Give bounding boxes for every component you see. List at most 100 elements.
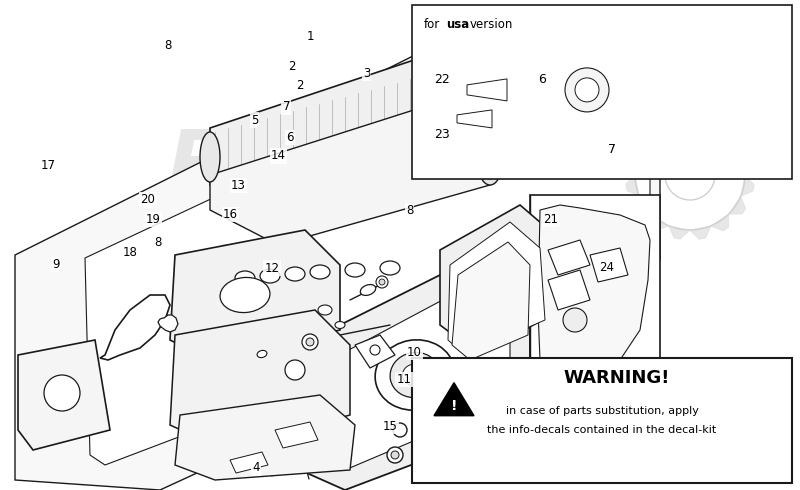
Ellipse shape xyxy=(476,96,504,148)
Text: 19: 19 xyxy=(146,213,161,226)
Polygon shape xyxy=(651,214,669,231)
Circle shape xyxy=(575,78,599,102)
Polygon shape xyxy=(170,310,350,450)
Text: 24: 24 xyxy=(599,261,614,273)
Circle shape xyxy=(302,334,318,350)
Text: the info-decals contained in the decal-kit: the info-decals contained in the decal-k… xyxy=(487,425,717,435)
Circle shape xyxy=(391,451,399,459)
Text: 18: 18 xyxy=(123,246,138,259)
Ellipse shape xyxy=(481,103,499,141)
Text: 5: 5 xyxy=(250,114,258,126)
Ellipse shape xyxy=(285,267,305,281)
Text: 13: 13 xyxy=(231,179,246,192)
Text: 8: 8 xyxy=(406,204,414,217)
Circle shape xyxy=(376,276,388,288)
Text: 20: 20 xyxy=(141,194,155,206)
Circle shape xyxy=(285,360,305,380)
Polygon shape xyxy=(690,226,711,239)
Polygon shape xyxy=(711,120,729,136)
Polygon shape xyxy=(300,250,530,490)
Polygon shape xyxy=(626,174,639,196)
Text: 8: 8 xyxy=(154,236,162,249)
Polygon shape xyxy=(175,395,355,480)
Text: 23: 23 xyxy=(434,128,450,142)
Text: WARNING!: WARNING! xyxy=(564,368,670,387)
Polygon shape xyxy=(355,335,395,368)
Text: 12: 12 xyxy=(265,262,279,274)
Ellipse shape xyxy=(310,265,330,279)
Ellipse shape xyxy=(402,364,427,386)
Ellipse shape xyxy=(375,340,455,410)
Circle shape xyxy=(455,435,465,445)
Circle shape xyxy=(306,338,314,346)
Text: 1: 1 xyxy=(306,30,314,43)
Circle shape xyxy=(393,423,407,437)
Polygon shape xyxy=(467,79,507,101)
Polygon shape xyxy=(318,280,510,470)
Text: PARTS
DATA
TEK: PARTS DATA TEK xyxy=(167,126,453,384)
Circle shape xyxy=(379,279,385,285)
Polygon shape xyxy=(448,222,545,355)
Text: 11: 11 xyxy=(397,373,411,386)
Text: version: version xyxy=(470,19,514,31)
Polygon shape xyxy=(690,111,711,124)
Polygon shape xyxy=(158,315,178,332)
Text: 2: 2 xyxy=(288,60,296,73)
Circle shape xyxy=(563,308,587,332)
Text: 8: 8 xyxy=(164,39,172,52)
Text: 7: 7 xyxy=(282,100,290,113)
Polygon shape xyxy=(275,422,318,448)
Text: 22: 22 xyxy=(434,74,450,86)
Polygon shape xyxy=(710,214,729,231)
Polygon shape xyxy=(210,108,490,245)
Text: 17: 17 xyxy=(41,159,55,172)
Polygon shape xyxy=(651,119,670,136)
Polygon shape xyxy=(457,110,492,128)
Text: for: for xyxy=(424,19,440,31)
Text: 6: 6 xyxy=(538,74,546,86)
Polygon shape xyxy=(548,240,590,275)
Polygon shape xyxy=(729,136,746,154)
Polygon shape xyxy=(100,295,170,360)
Text: 15: 15 xyxy=(383,420,398,433)
Polygon shape xyxy=(634,136,651,154)
Polygon shape xyxy=(230,452,268,473)
Polygon shape xyxy=(669,226,690,239)
Ellipse shape xyxy=(257,350,267,358)
Polygon shape xyxy=(669,111,690,124)
Ellipse shape xyxy=(260,269,280,283)
Text: usa: usa xyxy=(446,19,470,31)
Text: 3: 3 xyxy=(362,67,370,80)
Polygon shape xyxy=(590,248,628,282)
Polygon shape xyxy=(729,196,746,214)
Circle shape xyxy=(565,68,609,112)
Polygon shape xyxy=(741,175,754,196)
Text: 16: 16 xyxy=(223,208,238,221)
Polygon shape xyxy=(548,270,590,310)
Circle shape xyxy=(424,449,436,461)
Polygon shape xyxy=(170,230,340,360)
Polygon shape xyxy=(634,196,651,214)
Polygon shape xyxy=(626,153,639,175)
Ellipse shape xyxy=(483,155,497,179)
Ellipse shape xyxy=(380,261,400,275)
Text: 2: 2 xyxy=(296,79,304,92)
Text: 21: 21 xyxy=(543,213,558,226)
Text: 6: 6 xyxy=(286,131,294,144)
Circle shape xyxy=(387,447,403,463)
Polygon shape xyxy=(15,10,660,490)
Text: 9: 9 xyxy=(52,258,60,271)
Polygon shape xyxy=(434,383,474,416)
Ellipse shape xyxy=(318,305,332,315)
Text: in case of parts substitution, apply: in case of parts substitution, apply xyxy=(506,406,698,416)
Text: 7: 7 xyxy=(608,144,616,156)
Text: 14: 14 xyxy=(271,149,286,162)
Polygon shape xyxy=(18,340,110,450)
Circle shape xyxy=(370,345,380,355)
Circle shape xyxy=(44,375,80,411)
Polygon shape xyxy=(452,242,530,360)
Polygon shape xyxy=(85,68,650,465)
Polygon shape xyxy=(440,205,560,355)
Text: 10: 10 xyxy=(407,346,422,359)
Ellipse shape xyxy=(479,149,501,185)
